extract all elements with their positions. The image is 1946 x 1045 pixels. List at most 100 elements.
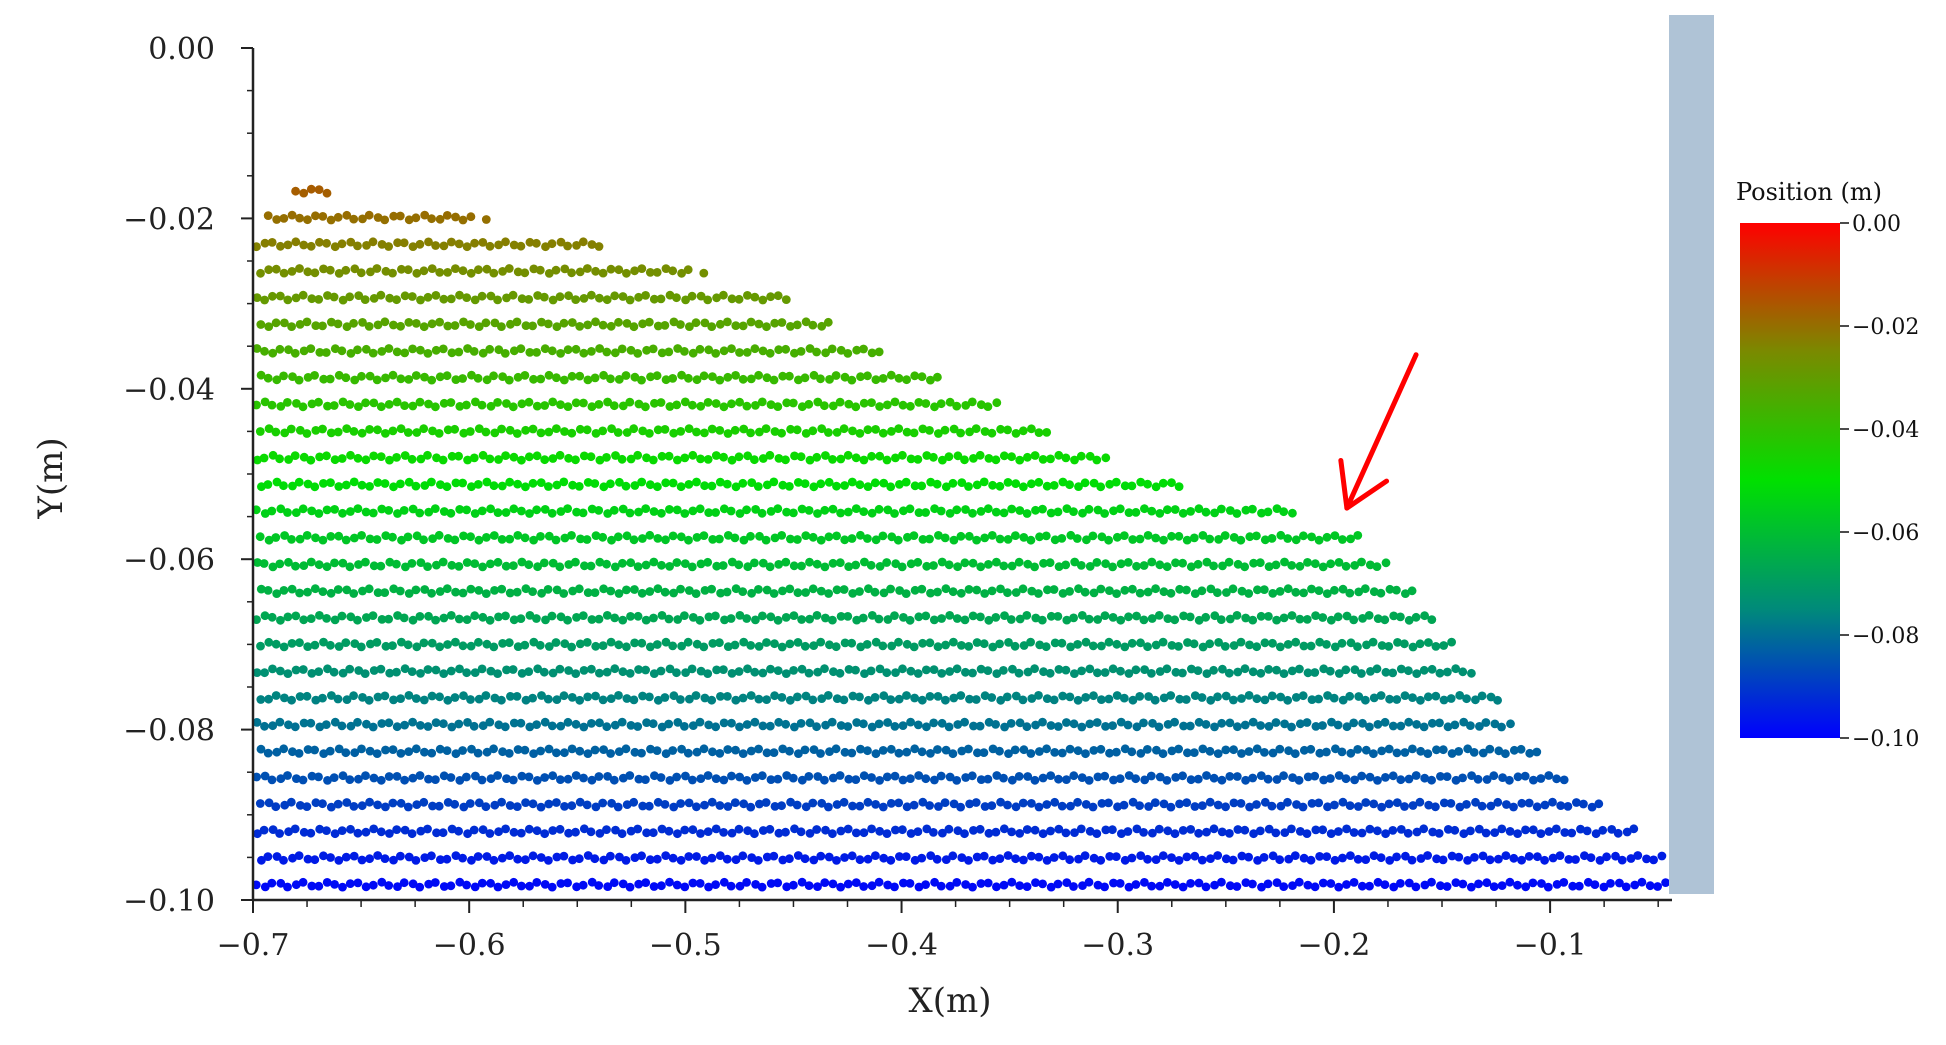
particle (310, 371, 319, 380)
particle (719, 775, 729, 785)
particle (937, 669, 947, 678)
particle (809, 370, 819, 380)
particle (700, 586, 710, 595)
particle (711, 774, 721, 783)
particle (595, 293, 604, 303)
particle (681, 668, 690, 677)
particle (778, 480, 788, 490)
particle (579, 773, 588, 783)
particle (875, 562, 885, 571)
particle (467, 482, 476, 492)
particle (337, 346, 347, 356)
particle (474, 586, 484, 595)
particle (715, 801, 725, 810)
particle (1438, 745, 1448, 755)
particle (486, 666, 496, 676)
particle (1042, 856, 1052, 865)
particle (512, 802, 522, 811)
particle (821, 720, 830, 730)
particle (653, 321, 663, 331)
particle (1419, 824, 1429, 834)
particle (606, 637, 616, 647)
particle (661, 535, 670, 545)
particle (575, 424, 585, 434)
particle (777, 693, 787, 702)
particle (859, 828, 869, 838)
particle (1171, 667, 1181, 677)
particle (346, 349, 356, 358)
particle (1469, 748, 1479, 757)
particle (1490, 828, 1500, 837)
particle (792, 800, 802, 810)
particle (991, 613, 1001, 622)
particle (369, 773, 379, 783)
particle (1061, 828, 1071, 838)
particle (680, 611, 689, 620)
particle (1275, 587, 1285, 596)
particle (960, 558, 970, 568)
particle (945, 881, 955, 891)
particle (891, 559, 901, 569)
particle (583, 264, 592, 273)
particle (812, 559, 822, 569)
particle (337, 239, 347, 249)
particle (298, 290, 308, 300)
particle (684, 480, 694, 489)
particle (1360, 584, 1370, 594)
particle (762, 322, 771, 332)
particle (1621, 882, 1631, 892)
particle (540, 773, 550, 782)
particle (668, 531, 678, 541)
particle (267, 238, 277, 247)
particle (574, 854, 584, 864)
particle (314, 185, 324, 195)
particle (906, 666, 916, 676)
particle (1407, 855, 1417, 865)
particle (349, 477, 359, 487)
particle (416, 826, 426, 836)
particle (1097, 695, 1106, 704)
particle (949, 424, 959, 434)
particle (1420, 773, 1430, 783)
particle (358, 318, 367, 327)
particle (478, 348, 488, 358)
particle (1077, 666, 1086, 676)
particle (711, 508, 720, 517)
particle (272, 852, 282, 861)
particle (645, 642, 655, 652)
particle (567, 318, 577, 327)
particle (902, 427, 912, 437)
particle (1411, 882, 1421, 892)
particle (1373, 826, 1382, 836)
particle (932, 854, 942, 864)
particle (641, 560, 651, 570)
particle (544, 531, 554, 541)
particle (979, 639, 989, 649)
particle (996, 797, 1005, 807)
particle (816, 637, 826, 647)
particle (699, 268, 709, 278)
particle (1022, 882, 1032, 891)
particle (1062, 615, 1072, 625)
particle (660, 587, 670, 597)
particle (1007, 504, 1017, 514)
particle (1404, 878, 1414, 888)
particle (906, 401, 915, 411)
particle (1140, 878, 1149, 887)
particle (544, 370, 554, 380)
particle (905, 879, 915, 888)
particle (859, 507, 869, 516)
particle (832, 585, 842, 595)
particle (1505, 877, 1515, 887)
particle (1349, 718, 1359, 728)
particle (525, 509, 534, 518)
particle (657, 824, 667, 834)
particle (1124, 882, 1134, 892)
particle (541, 615, 550, 625)
particle (930, 504, 939, 514)
particle (808, 798, 818, 808)
particle (1221, 802, 1230, 812)
particle (1330, 855, 1340, 865)
particle (583, 749, 593, 758)
particle (700, 855, 709, 865)
